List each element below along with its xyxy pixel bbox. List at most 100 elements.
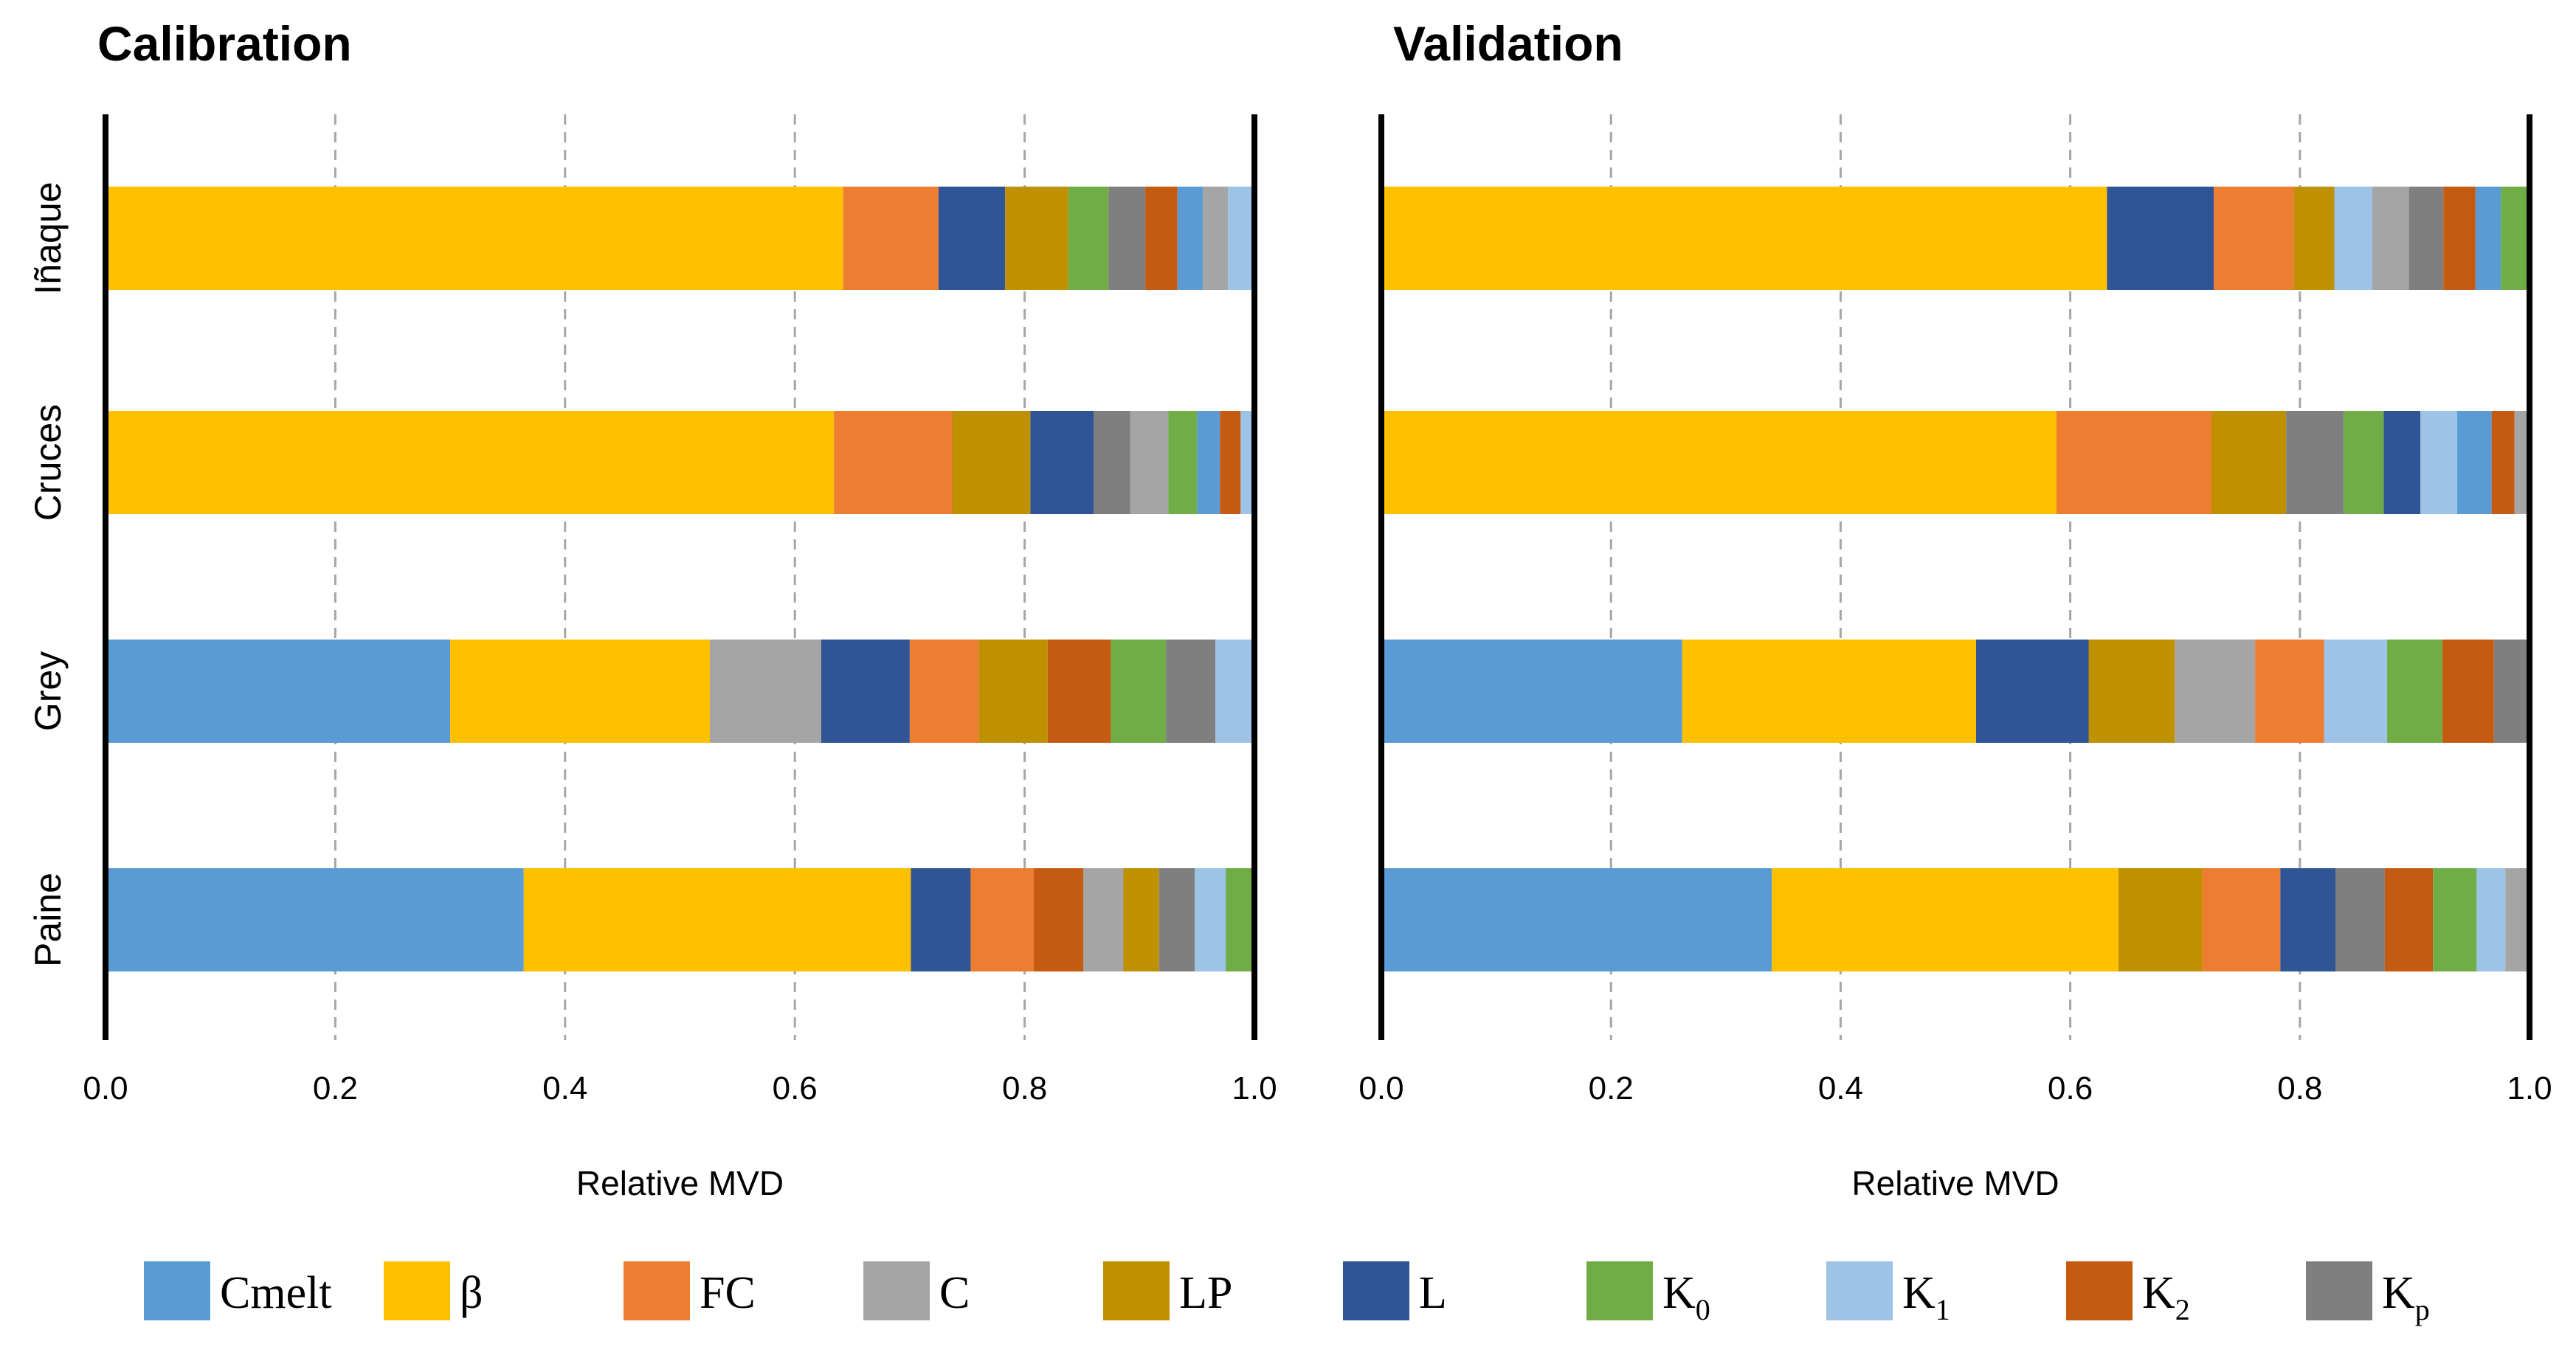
calibration-xlabel: Relative MVD	[576, 1164, 784, 1202]
calibration-bar-segment	[1166, 640, 1216, 743]
validation-tick-label: 1.0	[2507, 1070, 2552, 1106]
calibration-bar-segment	[1068, 187, 1109, 290]
calibration-bar-segment	[1108, 187, 1146, 290]
validation-bar-segment	[2335, 868, 2385, 971]
calibration-bar-segment	[106, 868, 524, 971]
calibration-tick-label: 0.4	[542, 1070, 587, 1106]
validation-tick-label: 0.0	[1358, 1070, 1403, 1106]
validation-bar-segment	[2501, 187, 2530, 290]
calibration-bar-segment	[1195, 868, 1226, 971]
legend-swatch	[2306, 1261, 2372, 1320]
calibration-bar-segment	[1240, 411, 1254, 514]
validation-bar-segment	[2343, 411, 2384, 514]
calibration-bar-segment	[909, 640, 979, 743]
legend-label: Kp	[2382, 1268, 2430, 1326]
validation-bar-segment	[2107, 187, 2214, 290]
validation-bar-segment	[2383, 411, 2421, 514]
legend-subscript: p	[2415, 1293, 2430, 1326]
validation-bar-segment	[2514, 411, 2530, 514]
calibration-bar-segment	[978, 640, 1048, 743]
legend-subscript: 2	[2175, 1293, 2190, 1326]
calibration-bar-segment	[1083, 868, 1124, 971]
validation-bar-segment	[2214, 187, 2295, 290]
calibration-bar-segment	[1123, 868, 1159, 971]
legend-label: LP	[1179, 1268, 1232, 1318]
legend-label: β	[460, 1268, 483, 1318]
category-label: Paine	[27, 873, 69, 967]
calibration-bar-segment	[1177, 187, 1203, 290]
calibration-bar-segment	[938, 187, 1006, 290]
calibration-bar-segment	[1228, 187, 1254, 290]
validation-tick-label: 0.4	[1818, 1070, 1863, 1106]
validation-bar-segment	[2505, 868, 2530, 971]
validation-bar-segment	[1682, 640, 1977, 743]
calibration-bar-segment	[970, 868, 1035, 971]
calibration-bar-segment	[1047, 640, 1111, 743]
calibration-bar-segment	[1034, 868, 1084, 971]
legend-swatch	[1343, 1261, 1409, 1320]
validation-bar-segment	[2493, 640, 2530, 743]
validation-bar-segment	[2443, 187, 2476, 290]
category-label: Iñaque	[27, 182, 69, 295]
validation-bar-segment	[2255, 640, 2324, 743]
validation-bar-segment	[2387, 640, 2442, 743]
validation-panel: Validation 0.0 0.2 0.4 0.6 0.8 1.0 Relative MVD	[1358, 16, 2552, 1202]
legend-swatch	[144, 1261, 210, 1320]
calibration-bar-segment	[1130, 411, 1169, 514]
calibration-bar-segment	[106, 187, 843, 290]
legend-subscript: 0	[1696, 1293, 1710, 1326]
validation-bar-segment	[2088, 640, 2175, 743]
legend-label: Cmelt	[220, 1268, 332, 1318]
validation-bar-segment	[2280, 868, 2336, 971]
calibration-bar-segment	[1158, 868, 1195, 971]
validation-bar-segment	[2286, 411, 2344, 514]
validation-bar-segment	[2334, 187, 2372, 290]
validation-bar-segment	[2202, 868, 2281, 971]
calibration-bar-segment	[1030, 411, 1094, 514]
legend-swatch	[2066, 1261, 2133, 1320]
validation-bar-segment	[2456, 411, 2492, 514]
category-label: Cruces	[27, 404, 69, 521]
legend-label: K1	[1902, 1268, 1950, 1326]
validation-bar-segment	[2491, 411, 2515, 514]
legend-swatch	[1826, 1261, 1893, 1320]
calibration-bar-segment	[1094, 411, 1130, 514]
validation-bar-segment	[1381, 411, 2057, 514]
calibration-tick-label: 0.2	[313, 1070, 358, 1106]
calibration-tick-label: 0.6	[773, 1070, 818, 1106]
calibration-bar-segment	[450, 640, 710, 743]
legend-label: K0	[1662, 1268, 1710, 1326]
legend-subscript: 1	[1936, 1293, 1950, 1326]
calibration-bar-segment	[1215, 640, 1254, 743]
validation-title: Validation	[1393, 16, 1623, 71]
calibration-bar-segment	[1145, 187, 1178, 290]
calibration-tick-label: 0.0	[83, 1070, 128, 1106]
legend: Cmelt β FC C LP L K0 K1 K2 Kp	[144, 1261, 2430, 1326]
validation-bar-segment	[2056, 411, 2211, 514]
calibration-bar-segment	[821, 640, 910, 743]
calibration-bar-segment	[709, 640, 822, 743]
validation-bar-segment	[2408, 187, 2444, 290]
calibration-bar-segment	[523, 868, 911, 971]
validation-bar-segment	[2476, 868, 2506, 971]
validation-xlabel: Relative MVD	[1851, 1164, 2059, 1202]
calibration-bar-segment	[952, 411, 1031, 514]
validation-bar-segment	[2442, 640, 2494, 743]
validation-bar-segment	[1381, 187, 2107, 290]
calibration-bar-segment	[106, 640, 451, 743]
validation-tick-label: 0.2	[1589, 1070, 1634, 1106]
calibration-bar-segment	[834, 411, 953, 514]
validation-bar-segment	[2372, 187, 2409, 290]
calibration-tick-label: 1.0	[1232, 1070, 1277, 1106]
calibration-bar-segment	[106, 411, 835, 514]
calibration-bar-segment	[1111, 640, 1167, 743]
legend-label: C	[939, 1268, 970, 1318]
validation-bar-segment	[2420, 411, 2457, 514]
legend-swatch	[624, 1261, 690, 1320]
validation-tick-label: 0.8	[2277, 1070, 2322, 1106]
calibration-bar-segment	[1168, 411, 1198, 514]
category-label: Grey	[27, 651, 69, 731]
validation-bar-segment	[2475, 187, 2501, 290]
validation-bar-segment	[1772, 868, 2119, 971]
